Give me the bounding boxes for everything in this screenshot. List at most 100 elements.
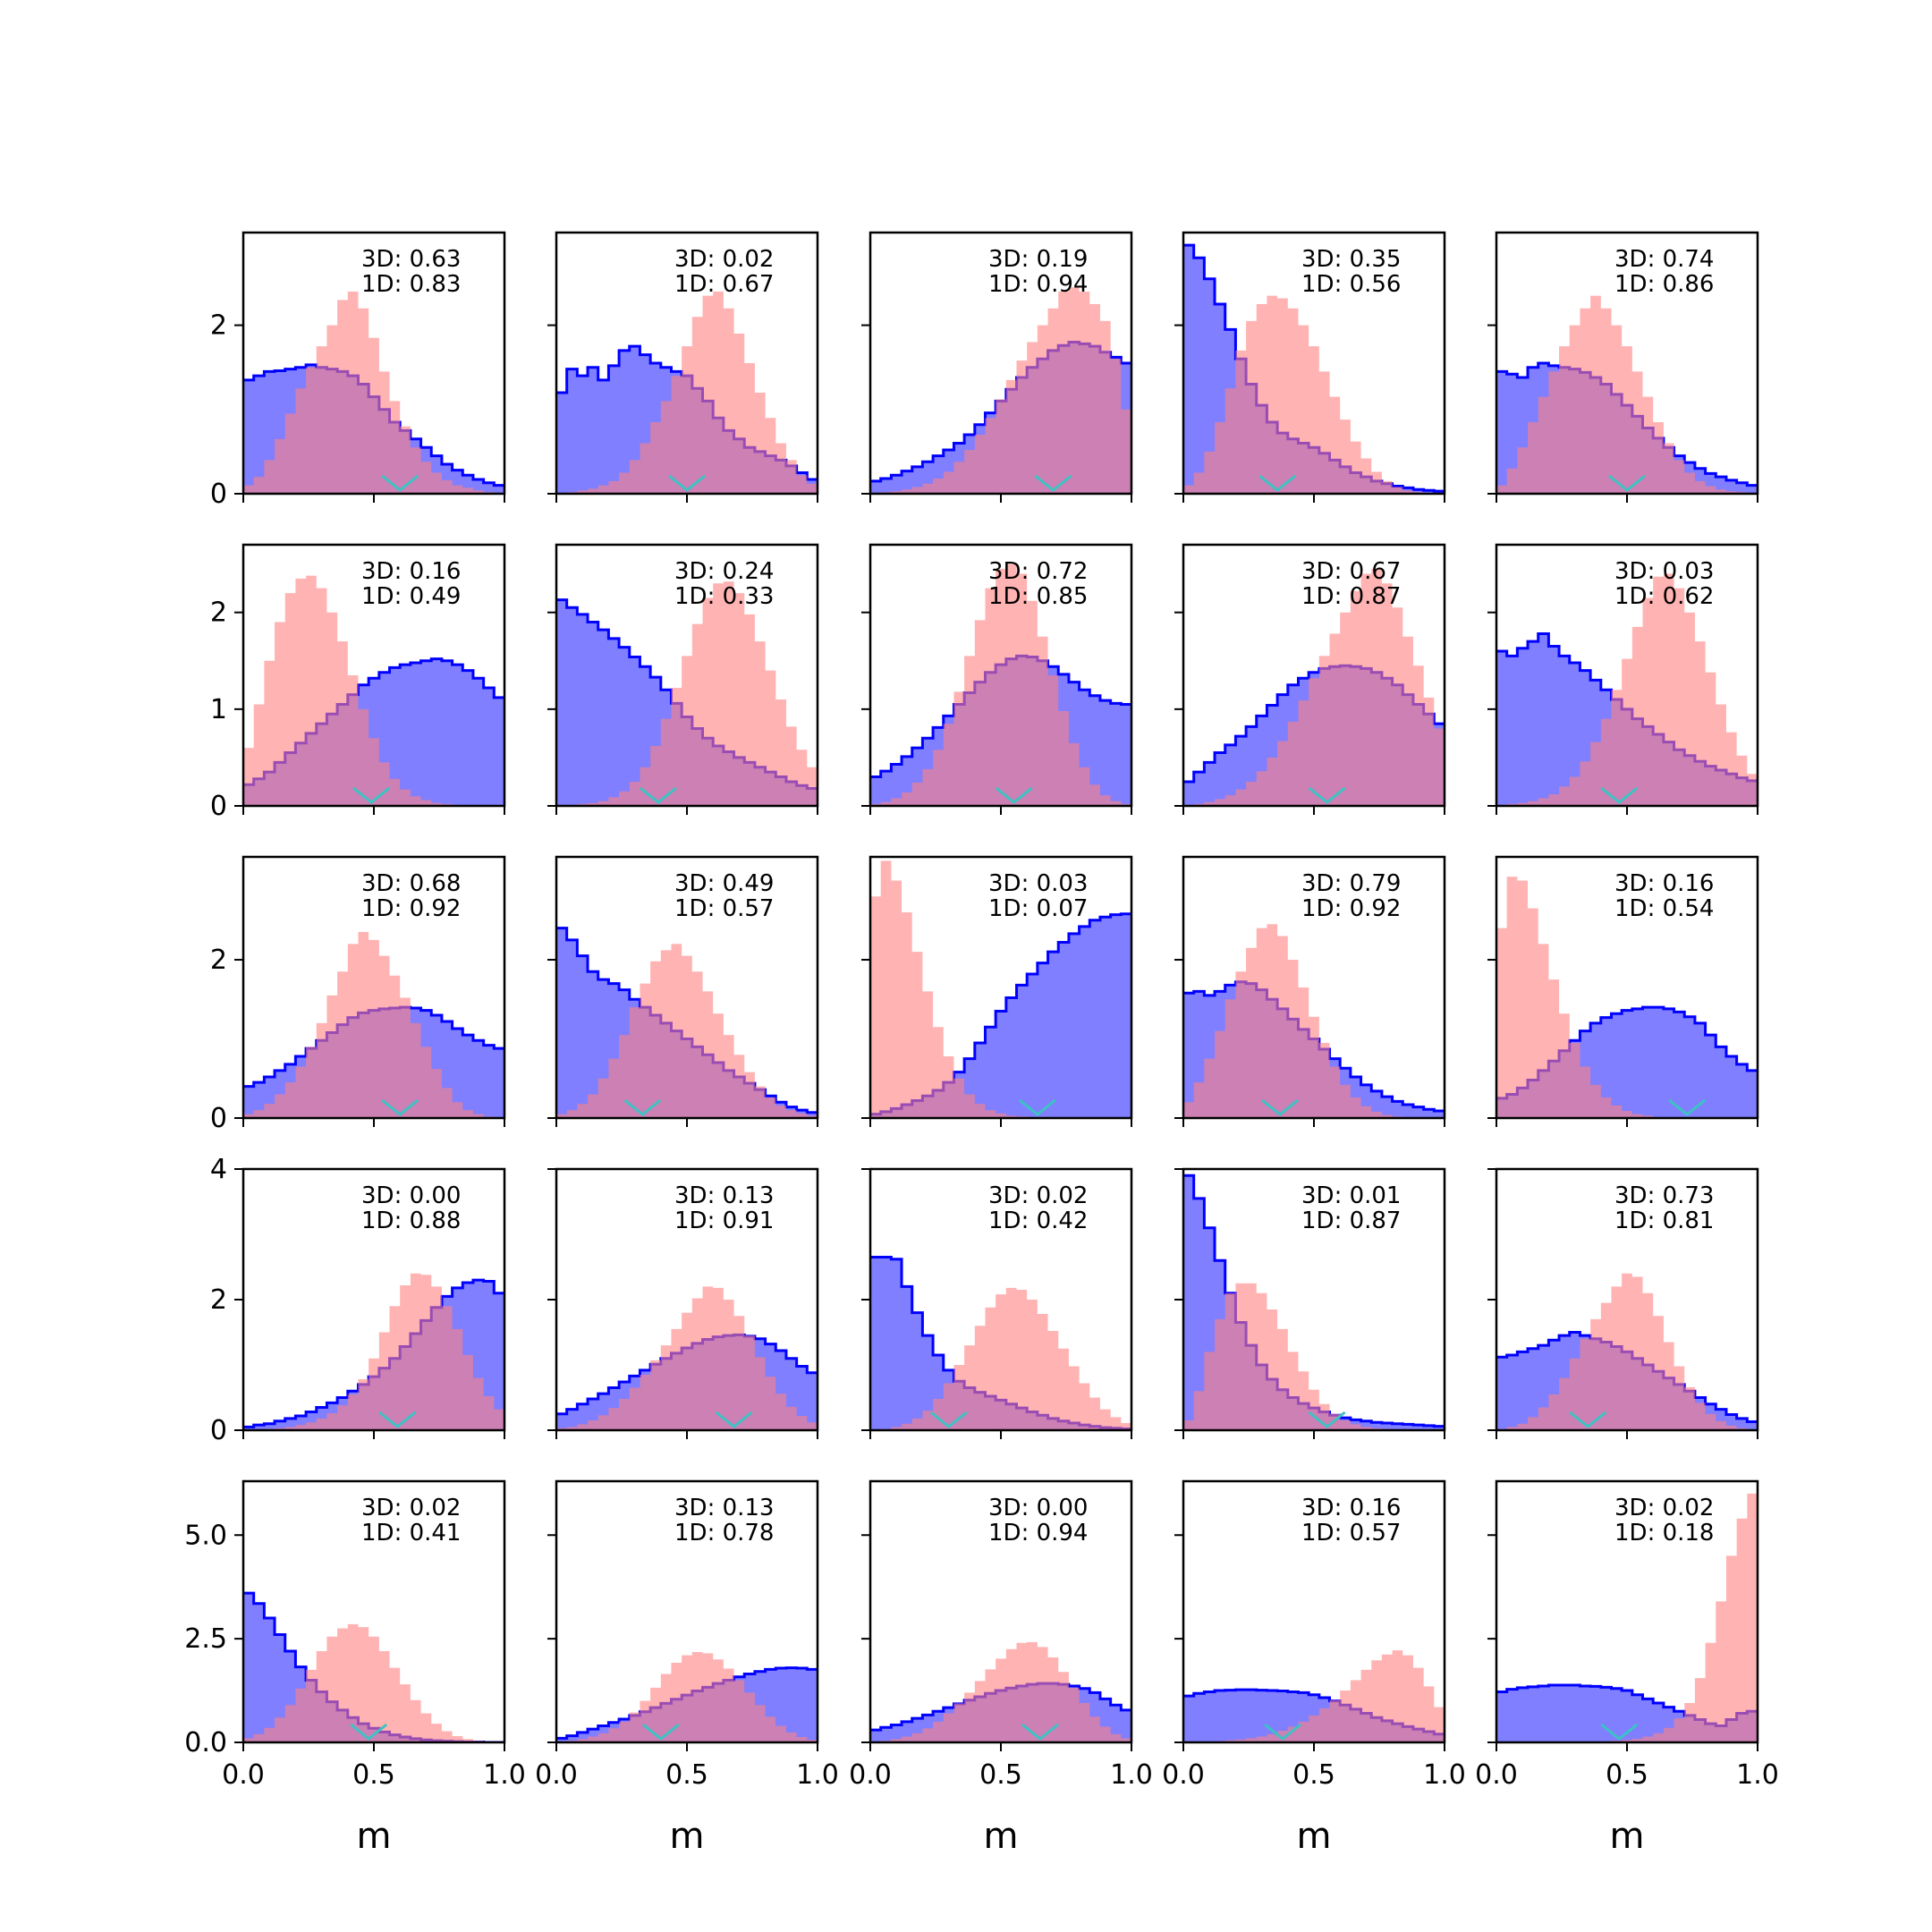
x-tick-label: 1.0	[796, 1759, 839, 1791]
red-histogram-fill	[1496, 1493, 1758, 1742]
label-1d: 1D: 0.56	[1301, 271, 1401, 298]
median-marker	[350, 1723, 388, 1741]
label-1d: 1D: 0.07	[988, 895, 1088, 922]
red-histogram-fill	[243, 575, 504, 806]
median-marker	[1034, 474, 1072, 492]
plot-area	[1496, 1493, 1758, 1742]
y-tick-label: 0.0	[184, 1727, 227, 1758]
y-tick-label: 1	[210, 694, 227, 725]
y-tick-label: 2	[210, 597, 227, 629]
label-3d: 3D: 0.13	[674, 1182, 774, 1209]
label-1d: 1D: 0.67	[674, 271, 774, 298]
x-tick-label: 1.0	[483, 1759, 526, 1791]
red-histogram-fill	[243, 932, 504, 1118]
median-marker	[1258, 474, 1297, 492]
median-marker	[639, 786, 677, 804]
red-histogram-fill	[1496, 877, 1758, 1118]
x-axis-label: m	[984, 1816, 1019, 1857]
median-marker	[381, 474, 419, 492]
label-3d: 3D: 0.16	[1614, 870, 1714, 897]
red-histogram-fill	[870, 1287, 1131, 1430]
median-marker	[1600, 1723, 1639, 1741]
plot-area	[1183, 243, 1445, 494]
plot-area	[870, 287, 1131, 494]
red-histogram-fill	[1183, 1283, 1445, 1430]
plot-area	[243, 1591, 504, 1742]
label-3d: 3D: 0.02	[988, 1182, 1088, 1209]
plot-area	[1496, 1273, 1758, 1430]
median-marker	[1608, 474, 1646, 492]
y-tick-label: 4	[210, 1154, 227, 1185]
x-tick-label: 0.0	[222, 1759, 265, 1791]
label-3d: 3D: 0.02	[674, 246, 774, 273]
label-3d: 3D: 0.35	[1301, 246, 1401, 273]
median-marker	[1018, 1098, 1056, 1116]
plot-area	[243, 932, 504, 1118]
red-histogram-fill	[1496, 295, 1758, 494]
red-histogram-fill	[870, 287, 1131, 494]
x-tick-label: 0.0	[849, 1759, 892, 1791]
plot-area	[870, 860, 1131, 1118]
label-3d: 3D: 0.00	[361, 1182, 461, 1209]
plot-area	[243, 291, 504, 494]
median-marker	[1600, 786, 1639, 804]
red-histogram-fill	[1496, 1273, 1758, 1430]
plot-area	[243, 1273, 504, 1430]
blue-histogram-fill	[556, 599, 818, 806]
y-tick-label: 2	[210, 310, 227, 342]
label-1d: 1D: 0.81	[1614, 1208, 1714, 1234]
x-tick-label: 0.5	[1606, 1759, 1648, 1791]
median-marker	[352, 786, 391, 804]
x-tick-label: 0.0	[1162, 1759, 1205, 1791]
label-1d: 1D: 0.62	[1614, 583, 1714, 610]
red-histogram-fill	[243, 291, 504, 494]
label-3d: 3D: 0.02	[1614, 1495, 1714, 1521]
label-1d: 1D: 0.49	[361, 583, 461, 610]
label-1d: 1D: 0.78	[674, 1520, 774, 1546]
plot-area	[1183, 1650, 1445, 1742]
label-1d: 1D: 0.54	[1614, 895, 1714, 922]
label-3d: 3D: 0.03	[988, 870, 1088, 897]
x-axis-label: m	[357, 1816, 392, 1857]
label-1d: 1D: 0.92	[1301, 895, 1401, 922]
label-3d: 3D: 0.13	[674, 1495, 774, 1521]
median-marker	[668, 474, 706, 492]
y-tick-label: 0	[210, 1415, 227, 1446]
x-tick-label: 0.5	[979, 1759, 1022, 1791]
label-3d: 3D: 0.49	[674, 870, 774, 897]
plot-area	[870, 1256, 1131, 1430]
label-1d: 1D: 0.87	[1301, 1208, 1401, 1234]
plot-area	[1183, 924, 1445, 1118]
red-histogram-fill	[1183, 924, 1445, 1118]
label-3d: 3D: 0.02	[361, 1495, 461, 1521]
plot-area	[556, 927, 818, 1118]
plot-area	[1496, 295, 1758, 494]
plot-area	[556, 581, 818, 806]
label-1d: 1D: 0.41	[361, 1520, 461, 1546]
label-3d: 3D: 0.16	[1301, 1495, 1401, 1521]
plot-area	[556, 1651, 818, 1742]
label-1d: 1D: 0.57	[1301, 1520, 1401, 1546]
x-axis-label: m	[1610, 1816, 1645, 1857]
y-tick-label: 2	[210, 1284, 227, 1316]
label-1d: 1D: 0.94	[988, 1520, 1088, 1546]
red-histogram-fill	[243, 1273, 504, 1430]
median-marker	[378, 1411, 417, 1428]
y-tick-label: 0	[210, 479, 227, 510]
x-tick-label: 0.5	[1292, 1759, 1335, 1791]
red-histogram-fill	[556, 1286, 818, 1430]
